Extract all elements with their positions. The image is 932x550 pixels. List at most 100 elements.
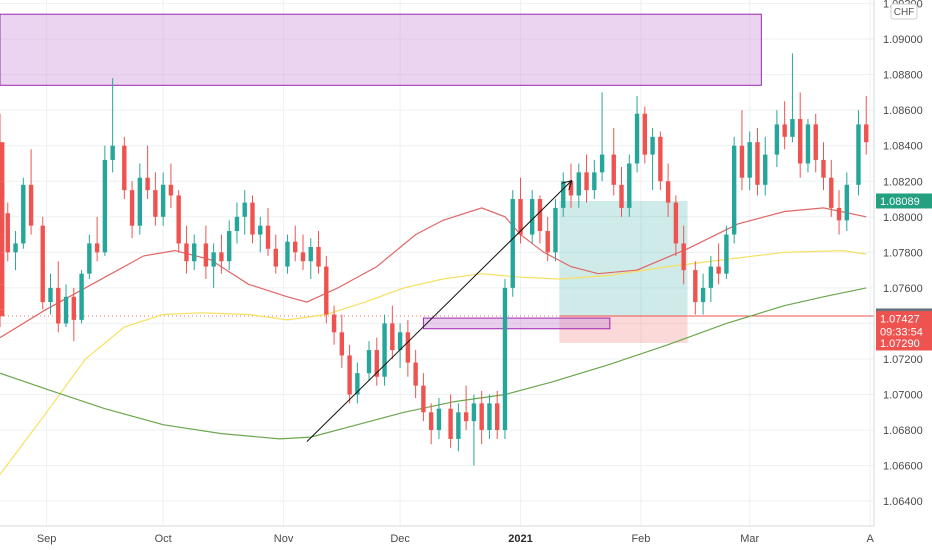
candle[interactable] xyxy=(258,216,263,253)
candle[interactable] xyxy=(844,172,850,232)
candle[interactable] xyxy=(211,243,216,288)
candle[interactable] xyxy=(219,234,224,274)
candle[interactable] xyxy=(145,145,150,200)
candle[interactable] xyxy=(487,394,492,439)
candle[interactable] xyxy=(79,270,84,324)
candle[interactable] xyxy=(374,337,379,386)
candle[interactable] xyxy=(0,302,5,327)
candle[interactable] xyxy=(28,149,34,235)
currency-label[interactable]: CHF xyxy=(890,3,918,20)
candle[interactable] xyxy=(479,390,484,445)
candle[interactable] xyxy=(790,53,795,143)
candle[interactable] xyxy=(63,284,69,327)
candle[interactable] xyxy=(0,177,5,226)
candle[interactable] xyxy=(405,319,411,377)
candle[interactable] xyxy=(627,154,632,217)
candle[interactable] xyxy=(731,136,737,244)
candle[interactable] xyxy=(153,172,158,226)
candle[interactable] xyxy=(242,190,247,235)
candle[interactable] xyxy=(821,142,826,191)
candle[interactable] xyxy=(813,113,818,173)
candle[interactable] xyxy=(382,314,387,386)
candle[interactable] xyxy=(619,167,624,217)
candles[interactable] xyxy=(0,53,869,466)
candle[interactable] xyxy=(250,195,255,244)
candle[interactable] xyxy=(176,190,181,253)
candle[interactable] xyxy=(300,234,306,271)
candle[interactable] xyxy=(634,95,640,173)
candle[interactable] xyxy=(102,145,108,256)
candle[interactable] xyxy=(94,216,100,262)
candle[interactable] xyxy=(0,113,5,173)
candle[interactable] xyxy=(0,145,5,191)
candle[interactable] xyxy=(592,159,597,200)
candle[interactable] xyxy=(584,154,589,203)
candle[interactable] xyxy=(708,255,714,303)
candle[interactable] xyxy=(192,234,197,271)
candle[interactable] xyxy=(0,225,5,267)
candle[interactable] xyxy=(642,106,648,164)
candle[interactable] xyxy=(308,238,313,279)
candle[interactable] xyxy=(48,273,53,315)
candle[interactable] xyxy=(226,220,232,271)
candle[interactable] xyxy=(56,261,61,333)
candle[interactable] xyxy=(763,136,768,196)
candle[interactable] xyxy=(716,243,721,285)
candle[interactable] xyxy=(510,190,515,297)
candle[interactable] xyxy=(129,181,135,239)
candle[interactable] xyxy=(5,202,10,262)
candle[interactable] xyxy=(502,278,508,439)
candle[interactable] xyxy=(273,234,278,274)
candle[interactable] xyxy=(553,199,558,262)
candle[interactable] xyxy=(448,394,453,448)
candle[interactable] xyxy=(561,172,566,217)
candle[interactable] xyxy=(316,231,321,274)
candle[interactable] xyxy=(724,225,729,279)
candle[interactable] xyxy=(265,207,271,256)
candle[interactable] xyxy=(537,195,543,244)
candle[interactable] xyxy=(285,234,290,274)
candle[interactable] xyxy=(397,323,403,368)
candle[interactable] xyxy=(421,373,426,422)
candle[interactable] xyxy=(203,225,209,279)
candle[interactable] xyxy=(413,350,418,399)
candle[interactable] xyxy=(347,344,352,404)
candle[interactable] xyxy=(836,190,842,235)
candle[interactable] xyxy=(0,207,5,244)
candle[interactable] xyxy=(650,127,655,191)
candle[interactable] xyxy=(87,234,92,279)
candle[interactable] xyxy=(293,225,298,262)
candle[interactable] xyxy=(739,110,745,191)
candle[interactable] xyxy=(673,195,679,256)
candle[interactable] xyxy=(576,163,581,208)
trendline-arrow[interactable] xyxy=(306,181,571,442)
candle[interactable] xyxy=(390,305,395,359)
candle[interactable] xyxy=(545,216,550,262)
candle[interactable] xyxy=(331,305,337,345)
candle[interactable] xyxy=(805,119,811,173)
candle[interactable] xyxy=(774,110,780,168)
candle[interactable] xyxy=(681,225,686,285)
candle[interactable] xyxy=(0,234,5,297)
candle[interactable] xyxy=(463,385,469,431)
candle[interactable] xyxy=(110,78,115,173)
candle[interactable] xyxy=(693,261,698,315)
candle[interactable] xyxy=(518,177,523,244)
candle[interactable] xyxy=(234,202,240,244)
candle[interactable] xyxy=(40,216,45,310)
candle[interactable] xyxy=(168,163,174,208)
candle[interactable] xyxy=(122,136,127,200)
candle[interactable] xyxy=(71,287,77,342)
candle[interactable] xyxy=(13,231,18,271)
candle[interactable] xyxy=(797,92,803,178)
candle[interactable] xyxy=(611,127,616,196)
candle[interactable] xyxy=(829,159,834,217)
candle[interactable] xyxy=(755,127,760,196)
candle[interactable] xyxy=(856,110,861,196)
candle[interactable] xyxy=(456,403,461,452)
candle[interactable] xyxy=(529,190,535,244)
candle[interactable] xyxy=(864,95,869,155)
candle[interactable] xyxy=(355,362,360,404)
candle[interactable] xyxy=(160,172,166,226)
